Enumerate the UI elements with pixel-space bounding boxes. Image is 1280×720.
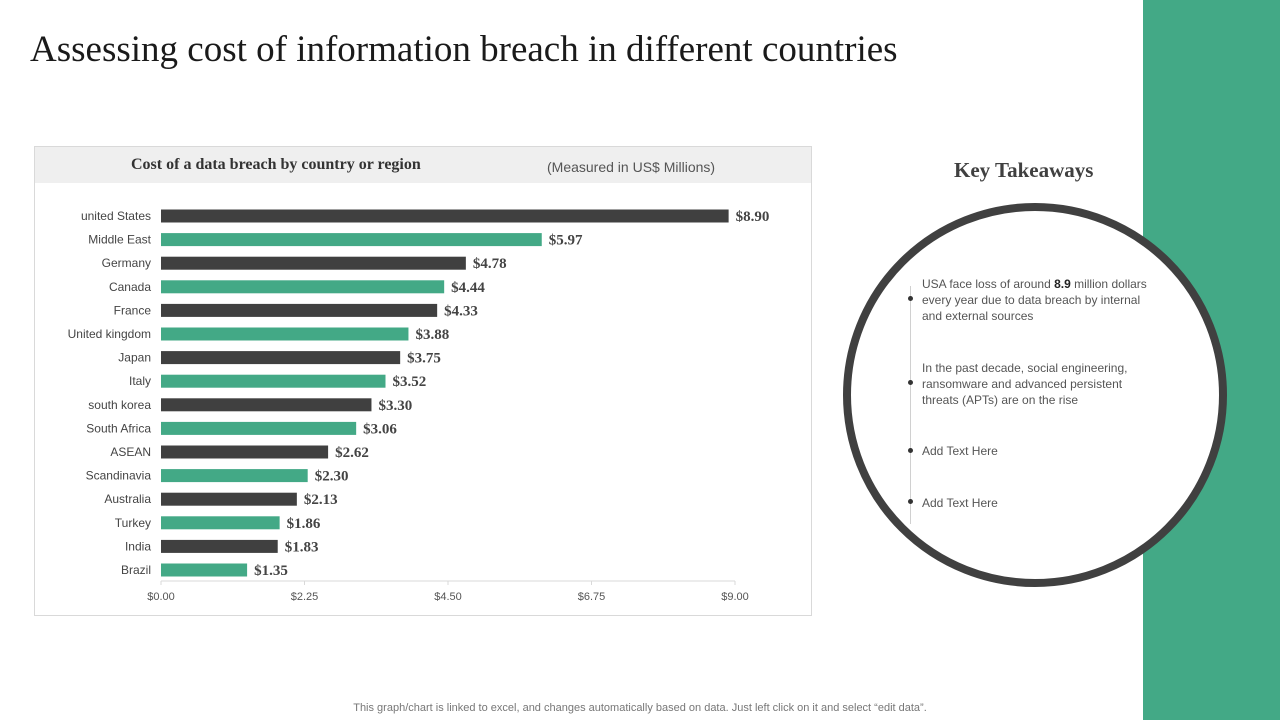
data-label: $2.62 [335, 445, 369, 461]
takeaway-item-2: In the past decade, social engineering, … [922, 361, 1128, 407]
category-label: Germany [102, 256, 151, 270]
x-tick-label: $4.50 [434, 591, 462, 603]
data-label: $3.75 [407, 351, 441, 367]
bar-south-africa[interactable] [161, 421, 357, 435]
takeaway-item-4: Add Text Here [922, 496, 998, 510]
category-label: Brazil [121, 563, 151, 577]
chart-header: Cost of a data breach by country or regi… [35, 147, 811, 183]
x-tick-label: $2.25 [291, 591, 319, 603]
category-label: Middle East [88, 233, 151, 247]
bar-canada[interactable] [161, 280, 445, 294]
takeaway-item-1: USA face loss of around 8.9 million doll… [922, 276, 1162, 324]
x-tick-label: $6.75 [578, 591, 606, 603]
bullet-dot-icon [908, 296, 913, 301]
category-label: France [114, 303, 152, 317]
chart-panel[interactable]: Cost of a data breach by country or regi… [34, 146, 812, 616]
bar-australia[interactable] [161, 492, 297, 506]
category-label: Italy [129, 374, 151, 388]
takeaways-connector-line [910, 286, 911, 524]
takeaway-1-post: million dollars every year due to data b… [922, 277, 1147, 323]
bar-asean[interactable] [161, 445, 329, 459]
data-label: $3.06 [363, 421, 397, 437]
takeaway-1-pre: USA face loss of around [922, 277, 1055, 291]
category-label: Scandinavia [86, 469, 152, 483]
bar-united-kingdom[interactable] [161, 327, 409, 341]
footnote: This graph/chart is linked to excel, and… [353, 702, 927, 714]
bar-turkey[interactable] [161, 516, 280, 530]
category-label: south korea [88, 398, 151, 412]
bar-south-korea[interactable] [161, 398, 372, 412]
x-tick-label: $9.00 [721, 591, 749, 603]
bar-india[interactable] [161, 539, 278, 553]
bar-scandinavia[interactable] [161, 469, 308, 483]
bar-chart[interactable]: $0.00 $2.25 $4.50 $6.75 $9.00 united States $8… [35, 147, 811, 615]
data-label: $1.35 [254, 563, 288, 579]
data-label: $3.88 [415, 327, 449, 343]
category-label: Turkey [115, 516, 151, 530]
data-label: $2.13 [304, 492, 338, 508]
data-label: $4.33 [444, 303, 478, 319]
bar-japan[interactable] [161, 351, 401, 365]
takeaways-title: Key Takeaways [954, 158, 1094, 182]
data-label: $2.30 [315, 469, 349, 485]
data-label: $5.97 [549, 233, 583, 249]
data-label: $8.90 [736, 209, 770, 225]
bullet-dot-icon [908, 448, 913, 453]
category-label: Japan [118, 351, 151, 365]
category-label: South Africa [86, 421, 151, 435]
category-label: Australia [104, 492, 151, 506]
bullet-dot-icon [908, 380, 913, 385]
bar-france[interactable] [161, 303, 438, 317]
bar-italy[interactable] [161, 374, 386, 388]
category-label: united States [81, 209, 151, 223]
bar-germany[interactable] [161, 256, 466, 270]
takeaway-1-bold: 8.9 [1054, 277, 1071, 291]
data-label: $1.83 [285, 539, 319, 555]
data-label: $3.30 [378, 398, 412, 414]
bar-middle-east[interactable] [161, 233, 542, 247]
x-tick-label: $0.00 [147, 591, 175, 603]
chart-title: Cost of a data breach by country or regi… [131, 156, 421, 173]
chart-subtitle: (Measured in US$ Millions) [547, 159, 716, 175]
bar-united-states[interactable] [161, 209, 729, 223]
bullet-dot-icon [908, 499, 913, 504]
category-label: ASEAN [110, 445, 151, 459]
category-label: India [125, 539, 151, 553]
takeaways-ring [843, 203, 1227, 587]
data-label: $3.52 [392, 374, 426, 390]
bar-brazil[interactable] [161, 563, 248, 577]
data-label: $4.78 [473, 256, 507, 272]
category-label: Canada [109, 280, 151, 294]
page-title: Assessing cost of information breach in … [30, 29, 898, 70]
data-label: $1.86 [287, 516, 321, 532]
data-label: $4.44 [451, 280, 485, 296]
category-label: United kingdom [68, 327, 151, 341]
takeaway-item-3: Add Text Here [922, 444, 998, 458]
